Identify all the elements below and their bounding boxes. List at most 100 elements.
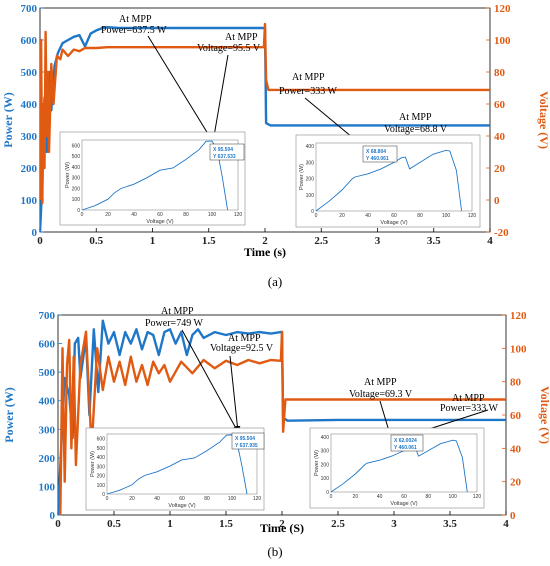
y-tick-label-left: 300 — [21, 131, 38, 143]
y-tick-label-left: 200 — [21, 163, 38, 175]
series-line-right-a — [40, 22, 490, 205]
inset-y-tick-label: 300 — [321, 449, 330, 455]
inset-a1-tooltip — [209, 143, 245, 161]
inset-x-tick-label: 100 — [208, 212, 217, 218]
inset-y-tick-label: 400 — [97, 455, 106, 461]
annotation-b-1-label: At MPP — [161, 306, 194, 317]
x-tick-label: 0 — [37, 235, 43, 247]
inset-a1: 0 20 40 60 80 100 120 0 100 200 300 400 500 600 Voltag… — [59, 131, 246, 226]
x-tick-label: 3.5 — [443, 518, 457, 530]
x-tick-label: 1 — [167, 518, 173, 530]
annotation-b-2-value: Voltage=92.5 V — [210, 343, 274, 354]
annotation-a-4-label: At MPP — [399, 112, 432, 123]
inset-pv-curve — [315, 149, 463, 212]
annotation-a-1-label: At MPP — [119, 14, 152, 25]
x-tick-label: 2 — [262, 235, 268, 247]
inset-x-axis-label: Voltage (V) — [390, 501, 417, 507]
inset-x-tick-label: 60 — [401, 494, 407, 500]
inset-a2-tooltip — [362, 145, 398, 163]
arrow-a-1 — [147, 35, 214, 143]
y-tick-label-right: -20 — [494, 227, 509, 239]
inset-b2-tooltip — [390, 434, 424, 452]
y-tick-label-left: 100 — [39, 481, 56, 493]
x-tick-label: 0.5 — [107, 518, 121, 530]
inset-x-tick-label: 40 — [365, 213, 371, 219]
inset-axes — [81, 139, 239, 211]
y-tick-label-left: 600 — [39, 339, 56, 351]
inset-x-tick-label: 40 — [154, 496, 160, 502]
inset-y-tick-label: 400 — [321, 435, 330, 441]
y-tick-label-right: 100 — [510, 343, 527, 355]
inset-y-tick-label: 500 — [72, 154, 81, 160]
x-tick-label: 2.5 — [331, 518, 345, 530]
y-tick-label-right: 40 — [494, 131, 506, 143]
inset-x-tick-label: 20 — [129, 496, 135, 502]
y-tick-label-right: 80 — [510, 377, 522, 389]
inset-y-tick-label: 400 — [72, 165, 81, 171]
inset-y-tick-label: 300 — [72, 176, 81, 182]
inset-x-axis-label: Voltage (V) — [380, 220, 407, 226]
panel-a: 0 0.5 1 1.5 2 2.5 3 3.5 40100200300400500600700-… — [1, 3, 550, 289]
inset-x-tick-label: 100 — [442, 213, 451, 219]
inset-x-tick-label: 20 — [353, 494, 359, 500]
inset-y-axis-label: Power (W) — [299, 164, 305, 190]
y-tick-label-right: 80 — [494, 67, 506, 79]
y-tick-label-left: 0 — [32, 227, 38, 239]
inset-a2: 0 20 40 60 80 100 120 0 100 200 300 400 Voltage (V) P… — [295, 134, 481, 228]
inset-b1: 0 20 40 60 80 100 120 0 100 200 300 400 500 600 Voltag… — [85, 427, 265, 511]
inset-y-tick-label: 100 — [72, 197, 81, 203]
y-tick-label-left: 200 — [39, 453, 56, 465]
inset-y-tick-label: 100 — [97, 483, 106, 489]
x-tick-label: 3.5 — [427, 235, 441, 247]
x-tick-label: 3 — [375, 235, 381, 247]
inset-b1-tooltip-y: Y 637.935 — [235, 443, 258, 449]
inset-x-tick-label: 120 — [234, 212, 243, 218]
y-tick-label-left: 0 — [50, 510, 56, 522]
x-tick-label: 1.5 — [219, 518, 233, 530]
series-line-left-b — [58, 319, 506, 515]
inset-y-tick-label: 600 — [72, 143, 81, 149]
y-tick-label-right: 120 — [510, 310, 527, 322]
inset-axes — [330, 433, 478, 493]
inset-x-tick-label: 20 — [339, 213, 345, 219]
inset-b1-tooltip-x: X 95.504 — [235, 436, 255, 442]
inset-x-axis-label: Voltage (V) — [168, 503, 195, 509]
inset-x-tick-label: 80 — [417, 213, 423, 219]
inset-y-tick-label: 200 — [321, 462, 330, 468]
inset-x-tick-label: 120 — [253, 496, 262, 502]
inset-y-axis-label: Power (W) — [90, 451, 96, 477]
inset-y-tick-label: 500 — [97, 446, 106, 452]
inset-y-tick-label: 0 — [326, 490, 329, 496]
inset-y-tick-label: 200 — [97, 474, 106, 480]
arrow-b-2 — [229, 355, 241, 433]
inset-x-tick-label: 0 — [330, 494, 333, 500]
inset-a2-tooltip-y: Y 460.061 — [366, 156, 389, 162]
inset-a1-tooltip-y: Y 637.533 — [213, 154, 236, 160]
annotation-a-1-value: Power=637.5 W — [101, 25, 167, 36]
annotation-a-2-value: Voltage=95.5 V — [197, 43, 261, 54]
y-tick-label-left: 400 — [39, 396, 56, 408]
series-line-right-b — [58, 330, 506, 515]
y-tick-label-left: 600 — [21, 35, 38, 47]
y-tick-label-left: 400 — [21, 99, 38, 111]
inset-x-tick-label: 60 — [179, 496, 185, 502]
inset-x-tick-label: 40 — [131, 212, 137, 218]
x-tick-label: 2 — [279, 518, 285, 530]
y-tick-label-right: 0 — [494, 195, 500, 207]
x-tick-label: 1.5 — [202, 235, 216, 247]
inset-x-tick-label: 80 — [183, 212, 189, 218]
inset-x-tick-label: 100 — [228, 496, 237, 502]
y-tick-label-left: 100 — [21, 195, 38, 207]
annotation-b-4-label: At MPP — [452, 393, 485, 404]
annotation-b-3-label: At MPP — [364, 377, 397, 388]
panel-b: 0 0.5 1 1.5 2 2.5 3 3.5 401002003004005006007000… — [2, 306, 550, 559]
y-tick-label-left: 700 — [39, 310, 56, 322]
inset-y-tick-label: 200 — [306, 177, 315, 183]
inset-x-axis-label: Voltage (V) — [146, 219, 173, 225]
inset-y-tick-label: 0 — [77, 208, 80, 214]
annotations-a: At MPP Power=637.5 W At MPP Voltage=95.5… — [101, 14, 448, 153]
y-tick-label-left: 700 — [21, 3, 38, 15]
x-tick-label: 4 — [487, 235, 493, 247]
x-tick-label: 1 — [150, 235, 156, 247]
